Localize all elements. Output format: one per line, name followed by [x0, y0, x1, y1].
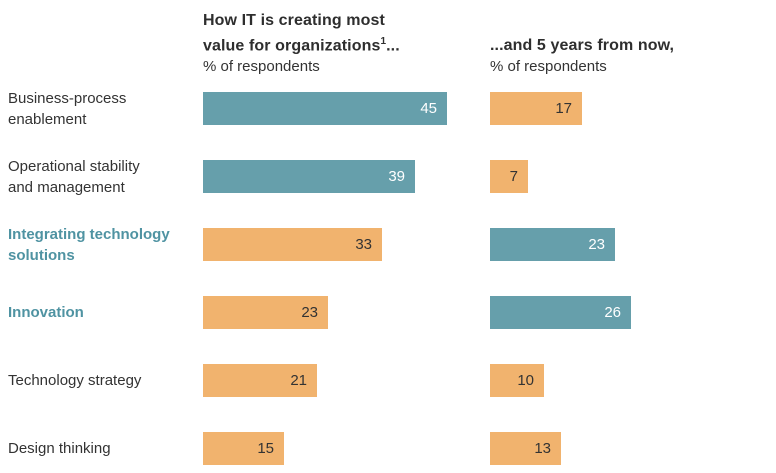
bar-future: 10 — [490, 364, 544, 398]
column-header-future-subtitle: % of respondents — [490, 58, 607, 76]
bar-future: 13 — [490, 432, 561, 466]
bar-value-label: 17 — [555, 100, 572, 118]
bar-future: 23 — [490, 228, 615, 262]
column-header-now: How IT is creating most value for organi… — [195, 10, 482, 77]
category-label: Integrating technology solutions — [8, 225, 170, 264]
category-label: Operational stability and management — [8, 157, 140, 196]
bar-value-label: 21 — [290, 372, 307, 390]
header-row: How IT is creating most value for organi… — [0, 10, 776, 77]
column-header-now-title: How IT is creating most value for organi… — [203, 10, 482, 56]
column-header-now-title-line2: value for organizations — [203, 37, 381, 55]
bar-value-label: 7 — [509, 168, 518, 186]
column-header-now-subtitle: % of respondents — [203, 58, 320, 76]
column-header-now-title-line1: How IT is creating most — [203, 12, 385, 29]
category-label: Design thinking — [8, 440, 111, 458]
chart-row: Design thinking 15 13 — [0, 432, 776, 466]
chart-row: Operational stability and management 39 7 — [0, 157, 776, 196]
bar-value-label: 39 — [388, 168, 405, 186]
category-label: Technology strategy — [8, 372, 142, 390]
bar-value-label: 13 — [534, 440, 551, 458]
bar-value-label: 15 — [257, 440, 274, 458]
bar-value-label: 26 — [604, 304, 621, 322]
bar-future: 17 — [490, 92, 582, 126]
bar-value-label: 45 — [420, 100, 437, 118]
bar-future: 7 — [490, 160, 528, 194]
bar-now: 45 — [203, 92, 447, 126]
bar-now: 23 — [203, 296, 328, 330]
category-label: Innovation — [8, 304, 84, 322]
column-header-future: ...and 5 years from now, % of respondent… — [482, 35, 776, 77]
column-header-now-title-ellipsis: ... — [386, 37, 400, 55]
bar-now: 21 — [203, 364, 317, 398]
chart-row: Integrating technology solutions 33 23 — [0, 225, 776, 264]
header-spacer — [0, 10, 195, 77]
bar-now: 39 — [203, 160, 415, 194]
bar-now: 33 — [203, 228, 382, 262]
bar-value-label: 10 — [517, 372, 534, 390]
footnote-marker: 1 — [380, 36, 387, 47]
chart-row: Business-process enablement 45 17 — [0, 89, 776, 128]
column-header-future-title: ...and 5 years from now, — [490, 37, 675, 55]
bar-value-label: 23 — [588, 236, 605, 254]
bar-future: 26 — [490, 296, 631, 330]
bar-value-label: 23 — [301, 304, 318, 322]
chart-row: Technology strategy 21 10 — [0, 364, 776, 398]
chart-row: Innovation 23 26 — [0, 296, 776, 330]
bar-value-label: 33 — [355, 236, 372, 254]
bar-now: 15 — [203, 432, 284, 466]
category-label: Business-process enablement — [8, 89, 127, 128]
